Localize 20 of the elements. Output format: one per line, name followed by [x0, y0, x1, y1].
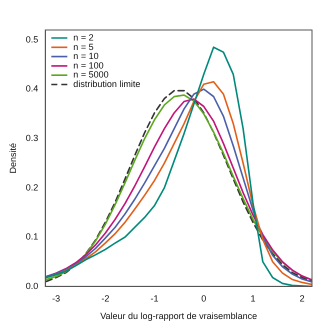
y-tick-label: 0.5 [26, 34, 38, 44]
x-tick-label: -2 [101, 293, 110, 304]
y-tick-label: 0.4 [26, 84, 38, 94]
y-tick-label: 0.0 [26, 280, 38, 291]
x-axis-title: Valeur du log-rapport de vraisemblance [100, 311, 258, 322]
legend-label: n = 100 [73, 60, 104, 70]
x-tick-label: 1 [250, 293, 256, 304]
y-tick-label: 0.3 [26, 132, 38, 143]
legend-label: distribution limite [73, 78, 140, 89]
legend-label: n = 5000 [73, 70, 109, 80]
legend-label: n = 5 [73, 42, 94, 52]
y-tick-label: 0.1 [26, 232, 38, 242]
x-tick-label: 2 [300, 293, 305, 304]
legend-label: n = 10 [73, 51, 99, 62]
y-tick-label: 0.2 [26, 182, 38, 192]
legend-label: n = 2 [73, 32, 94, 42]
x-tick-label: -1 [150, 293, 159, 304]
x-tick-label: -3 [52, 293, 60, 304]
x-tick-label: 0 [201, 293, 206, 304]
y-axis-title: Densité [8, 142, 18, 174]
